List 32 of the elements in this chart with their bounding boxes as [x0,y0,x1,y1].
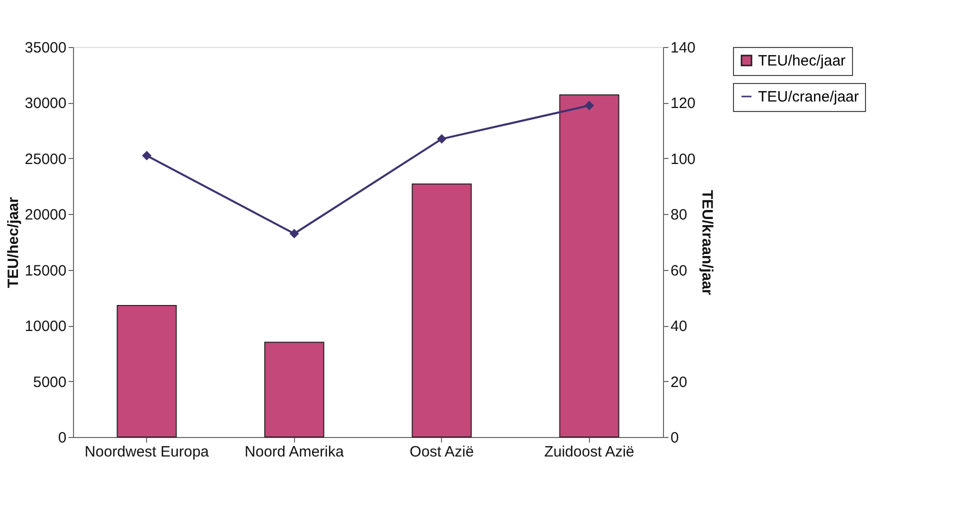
y2-tick-label: 100 [670,150,696,168]
bar [116,305,177,438]
x-tick-label: Zuidoost Azië [544,444,634,460]
y2-axis-title: TEU/kraan/jaar [698,190,716,296]
bar [559,94,620,438]
x-tick-label: Noordwest Europa [84,444,210,460]
bar [412,184,472,438]
x-tick-label: Noord Amerika [244,444,345,460]
y2-tick-label: 0 [670,430,679,446]
y-tick-label: 25000 [24,150,66,168]
y2-tick-label: 60 [670,262,688,280]
y2-tick-label: 20 [670,374,688,391]
y2-tick-label: 140 [670,40,696,56]
y2-tick-label: 120 [670,95,696,112]
legend-label: TEU/crane/jaar [758,88,859,106]
y2-tick-label: 80 [670,206,688,224]
legend-label: TEU/hec/jaar [758,52,846,70]
y-tick-label: 5000 [33,374,66,391]
point [437,134,446,144]
y-tick-label: 15000 [24,262,66,280]
point [584,100,594,110]
y-tick-label: 10000 [24,318,66,336]
y-tick-label: 0 [58,430,66,446]
y-axis-title: TEU/hec/jaar [4,196,22,288]
y2-tick-label: 40 [670,318,688,336]
x-tick-label: Oost Azië [410,444,474,460]
point [290,228,299,238]
y-tick-label: 35000 [24,40,66,56]
y-tick-label: 30000 [24,95,66,112]
y-tick-label: 20000 [24,206,66,224]
point [142,150,152,160]
bar [264,342,324,438]
